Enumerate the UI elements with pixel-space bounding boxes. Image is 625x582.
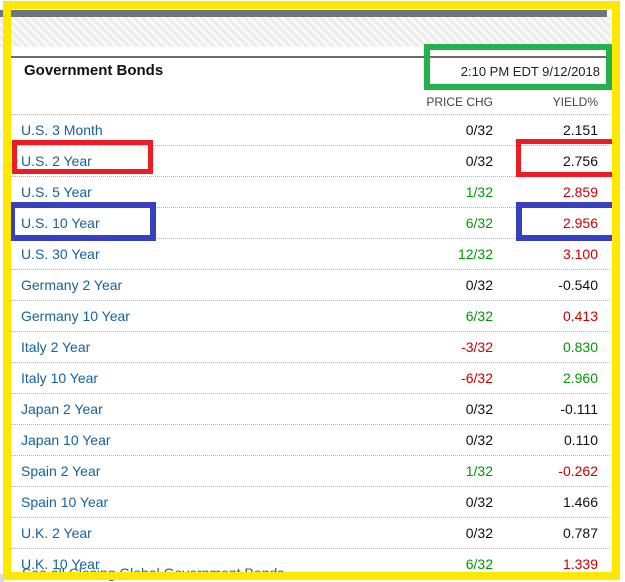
bond-name-link[interactable]: U.S. 10 Year <box>21 215 100 231</box>
table-row: U.K. 10 Year 6/32 1.339 <box>11 548 610 579</box>
yield-value: 2.960 <box>562 370 598 386</box>
table-row: Germany 10 Year 6/32 0.413 <box>11 300 610 331</box>
bonds-table: U.S. 3 Month 0/32 2.151 U.S. 2 Year 0/32… <box>11 114 610 580</box>
bond-name-link[interactable]: Japan 10 Year <box>21 432 111 448</box>
quote-timestamp: 2:10 PM EDT 9/12/2018 <box>460 64 600 79</box>
bond-name-link[interactable]: U.S. 3 Month <box>21 122 103 138</box>
table-row: Japan 10 Year 0/32 0.110 <box>11 424 610 455</box>
header-divider <box>11 56 610 58</box>
widget-top-bar <box>0 10 607 17</box>
bond-name-link[interactable]: Japan 2 Year <box>21 401 103 417</box>
yield-value: 2.756 <box>562 153 598 169</box>
bond-name-link[interactable]: Germany 2 Year <box>21 277 123 293</box>
hatched-banner <box>0 17 611 47</box>
table-row: U.S. 2 Year 0/32 2.756 <box>11 145 610 176</box>
table-row: Italy 10 Year -6/32 2.960 <box>11 362 610 393</box>
yield-value: 2.859 <box>562 184 598 200</box>
bond-name-link[interactable]: Spain 10 Year <box>21 494 109 510</box>
bond-name-link[interactable]: U.K. 10 Year <box>21 556 100 572</box>
bond-name-link[interactable]: Italy 10 Year <box>21 370 99 386</box>
price-chg-value: 6/32 <box>465 308 493 324</box>
bond-name-link[interactable]: U.S. 5 Year <box>21 184 92 200</box>
yield-value: 1.466 <box>562 494 598 510</box>
yield-value: -0.262 <box>558 463 598 479</box>
yield-value: 0.787 <box>562 525 598 541</box>
price-chg-value: 1/32 <box>465 463 493 479</box>
table-row: U.S. 5 Year 1/32 2.859 <box>11 176 610 207</box>
price-chg-value: 1/32 <box>465 184 493 200</box>
price-chg-value: 0/32 <box>465 401 493 417</box>
table-row: Germany 2 Year 0/32 -0.540 <box>11 269 610 300</box>
yield-value: 2.151 <box>562 122 598 138</box>
table-row: Spain 10 Year 0/32 1.466 <box>11 486 610 517</box>
yield-value: 3.100 <box>562 246 598 262</box>
yield-value: 0.830 <box>562 339 598 355</box>
price-chg-value: 12/32 <box>457 246 493 262</box>
price-chg-value: -6/32 <box>461 370 493 386</box>
table-row: Japan 2 Year 0/32 -0.111 <box>11 393 610 424</box>
yield-value: 2.956 <box>562 215 598 231</box>
yield-value: 0.413 <box>562 308 598 324</box>
price-chg-value: 0/32 <box>465 277 493 293</box>
table-row: U.S. 10 Year 6/32 2.956 <box>11 207 610 238</box>
price-chg-value: 0/32 <box>465 494 493 510</box>
yield-value: 0.110 <box>564 432 598 448</box>
bond-name-link[interactable]: U.K. 2 Year <box>21 525 92 541</box>
bond-name-link[interactable]: Germany 10 Year <box>21 308 130 324</box>
page-title: Government Bonds <box>24 62 164 79</box>
price-chg-value: 6/32 <box>465 215 493 231</box>
yield-value: 1.339 <box>562 556 598 572</box>
see-all-bonds-link[interactable]: See all Closing Global Government Bonds <box>22 565 285 581</box>
bond-name-link[interactable]: U.S. 2 Year <box>21 153 92 169</box>
table-row: Spain 2 Year 1/32 -0.262 <box>11 455 610 486</box>
price-chg-value: 0/32 <box>465 122 493 138</box>
table-row: U.S. 30 Year 12/32 3.100 <box>11 238 610 269</box>
table-row: U.S. 3 Month 0/32 2.151 <box>11 114 610 145</box>
price-chg-value: 0/32 <box>465 525 493 541</box>
column-header-price-chg: PRICE CHG <box>426 95 493 109</box>
table-row: Italy 2 Year -3/32 0.830 <box>11 331 610 362</box>
price-chg-value: 6/32 <box>465 556 493 572</box>
bond-name-link[interactable]: U.S. 30 Year <box>21 246 100 262</box>
bond-name-link[interactable]: Spain 2 Year <box>21 463 101 479</box>
table-row: U.K. 2 Year 0/32 0.787 <box>11 517 610 548</box>
bond-name-link[interactable]: Italy 2 Year <box>21 339 91 355</box>
column-header-yield: YIELD% <box>552 95 598 109</box>
yield-value: -0.111 <box>560 401 598 417</box>
price-chg-value: -3/32 <box>461 339 493 355</box>
price-chg-value: 0/32 <box>465 432 493 448</box>
price-chg-value: 0/32 <box>465 153 493 169</box>
next-section-fragment <box>0 574 4 582</box>
yield-value: -0.540 <box>558 277 598 293</box>
